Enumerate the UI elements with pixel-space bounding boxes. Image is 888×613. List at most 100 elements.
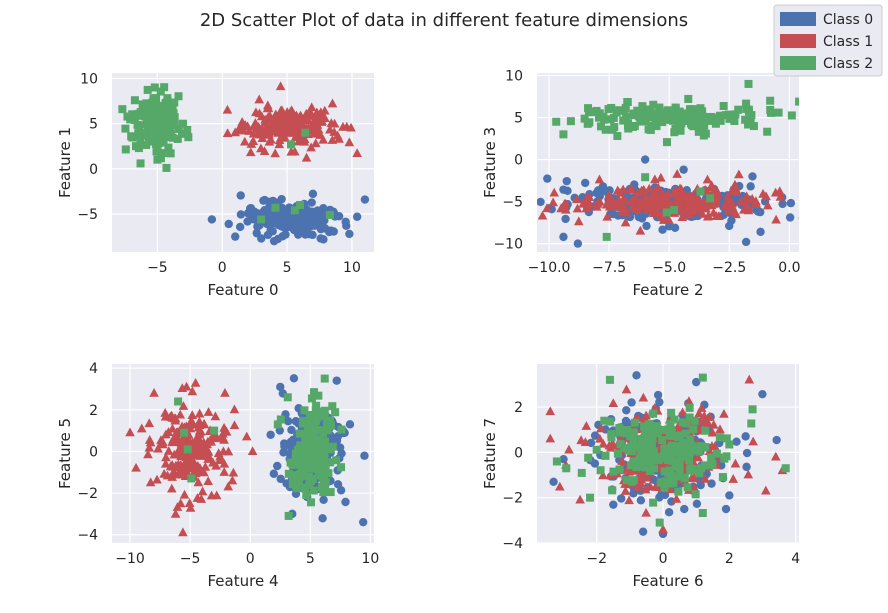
data-point-square: [296, 200, 305, 209]
data-point-circle: [642, 221, 651, 231]
data-point-triangle: [194, 427, 205, 437]
data-point-square: [680, 474, 689, 483]
data-point-square: [577, 468, 586, 477]
data-point-triangle: [708, 207, 719, 217]
data-point-triangle: [313, 126, 324, 136]
data-point-square: [164, 143, 173, 152]
data-point-square: [667, 426, 676, 435]
data-point-square: [328, 402, 337, 411]
data-point-square: [663, 110, 672, 119]
data-point-square: [147, 125, 156, 134]
data-point-circle: [235, 222, 245, 232]
data-point-square: [302, 463, 311, 472]
data-point-square: [706, 194, 715, 203]
data-point-square: [552, 457, 561, 466]
x-tick-label: 10: [361, 551, 379, 567]
data-point-square: [686, 117, 695, 126]
data-point-triangle: [265, 134, 276, 144]
data-point-triangle: [650, 403, 660, 412]
y-tick-label: 0: [514, 445, 523, 461]
data-point-circle: [236, 210, 246, 219]
data-point-square: [678, 447, 687, 456]
data-point-triangle: [178, 467, 189, 476]
data-point-square: [629, 428, 638, 437]
data-point-circle: [617, 494, 626, 503]
data-point-square: [156, 154, 165, 163]
data-point-square: [592, 445, 601, 454]
data-point-square: [639, 437, 648, 446]
data-point-square: [300, 483, 309, 492]
data-point-triangle: [307, 123, 318, 133]
data-point-square: [672, 442, 681, 451]
data-point-circle: [360, 195, 370, 204]
data-point-square: [142, 140, 151, 149]
data-point-square: [683, 439, 692, 448]
data-point-circle: [692, 499, 702, 508]
data-point-square: [691, 106, 700, 115]
y-tick-label: 2: [89, 403, 98, 419]
data-point-triangle: [604, 440, 615, 450]
data-point-triangle: [145, 477, 156, 487]
data-point-circle: [266, 430, 275, 439]
data-point-triangle: [149, 387, 159, 397]
data-point-triangle: [672, 169, 682, 178]
data-point-square: [166, 149, 175, 158]
data-point-square: [308, 475, 317, 484]
data-point-square: [305, 481, 314, 490]
data-point-triangle: [241, 431, 252, 441]
data-point-square: [301, 128, 310, 137]
data-point-triangle: [263, 100, 273, 110]
data-point-triangle: [706, 180, 717, 190]
data-point-triangle: [168, 461, 178, 471]
data-point-triangle: [136, 423, 147, 433]
data-point-circle: [268, 227, 277, 236]
data-point-square: [130, 96, 139, 105]
legend-swatch-class-2: [780, 56, 816, 70]
data-point-square: [690, 445, 699, 454]
data-point-triangle: [575, 494, 585, 504]
y-tick-label: −2: [502, 491, 523, 507]
y-axis-label: Feature 7: [481, 418, 499, 489]
data-point-triangle: [250, 118, 261, 127]
data-point-square: [660, 467, 669, 476]
data-point-square: [646, 466, 655, 475]
data-point-circle: [680, 504, 689, 514]
data-point-circle: [276, 382, 285, 392]
data-point-triangle: [559, 199, 570, 208]
data-point-triangle: [730, 179, 740, 189]
data-point-triangle: [641, 507, 651, 517]
data-point-square: [314, 391, 323, 400]
data-point-square: [685, 105, 694, 114]
data-point-triangle: [246, 139, 257, 148]
data-point-triangle: [167, 483, 177, 493]
data-point-square: [642, 113, 651, 122]
data-point-square: [667, 111, 676, 120]
data-point-triangle: [677, 204, 687, 214]
data-point-circle: [308, 189, 318, 199]
data-point-triangle: [658, 190, 669, 199]
data-point-square: [602, 232, 611, 241]
data-point-triangle: [215, 455, 225, 465]
data-point-square: [649, 498, 658, 507]
data-point-circle: [337, 449, 346, 458]
data-point-square: [141, 103, 150, 112]
data-point-square: [306, 441, 315, 450]
data-point-triangle: [617, 206, 627, 216]
data-point-triangle: [581, 421, 592, 430]
data-point-triangle: [327, 98, 338, 108]
data-point-square: [293, 445, 302, 454]
y-tick-label: −5: [77, 207, 98, 223]
data-point-square: [763, 127, 772, 136]
data-point-square: [676, 113, 685, 122]
data-point-triangle: [288, 127, 299, 137]
data-point-triangle: [161, 452, 171, 462]
data-point-square: [667, 448, 676, 457]
data-point-triangle: [248, 128, 259, 138]
data-point-triangle: [555, 481, 565, 491]
y-tick-label: 10: [505, 69, 523, 85]
data-point-square: [684, 452, 693, 461]
data-point-square: [669, 478, 678, 487]
data-point-square: [669, 116, 678, 125]
data-point-square: [156, 129, 165, 138]
data-point-square: [719, 101, 728, 110]
